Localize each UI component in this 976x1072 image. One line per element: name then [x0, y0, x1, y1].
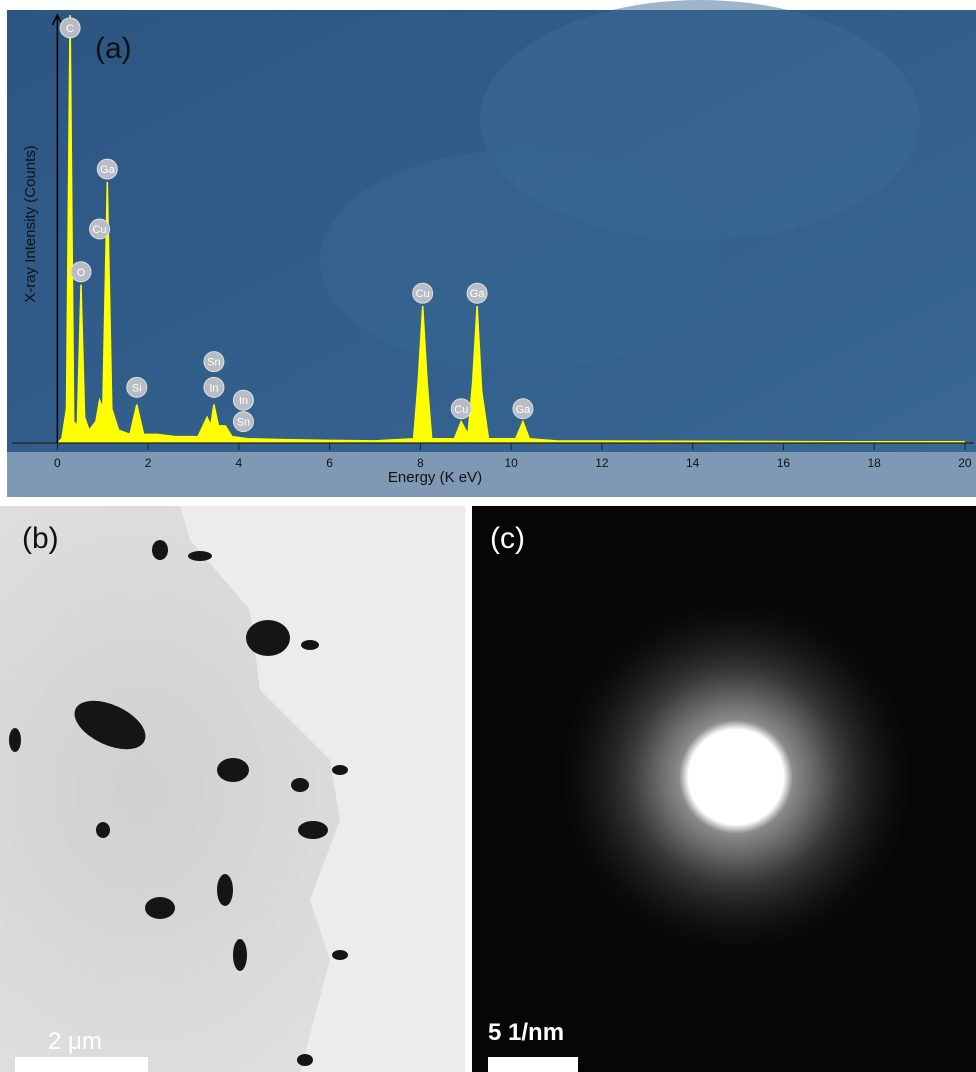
scale-bar-label: 5 1/nm — [488, 1019, 564, 1046]
peak-label: Sn — [237, 417, 250, 429]
peak-label: Cu — [416, 288, 430, 300]
peak-label: Si — [132, 382, 142, 394]
panel-label: (b) — [22, 522, 59, 555]
axis-strip — [7, 452, 976, 497]
x-tick-label: 18 — [867, 456, 881, 470]
texture — [320, 150, 720, 370]
peak-label: C — [66, 23, 74, 35]
x-tick-label: 16 — [777, 456, 791, 470]
figure: 0 2 4 6 8 10 12 14 16 18 20 C Ga Cu O Si Sn In In Sn Cu Ga Cu G… — [0, 0, 976, 1072]
x-tick-label: 4 — [236, 456, 243, 470]
peak-label: Cu — [454, 404, 468, 416]
peak-label: Sn — [207, 357, 220, 369]
x-tick-label: 20 — [958, 456, 972, 470]
x-tick-label: 0 — [54, 456, 61, 470]
peak-label: Cu — [93, 224, 107, 236]
x-tick-label: 12 — [595, 456, 609, 470]
peak-label: Ga — [100, 164, 116, 176]
peak-label: Ga — [516, 404, 532, 416]
peak-label: Ga — [470, 288, 486, 300]
peak-label: In — [209, 382, 218, 394]
x-axis-label: Energy (K eV) — [388, 469, 482, 486]
scale-bar-label: 2 μm — [48, 1028, 102, 1055]
peak-label: In — [239, 395, 248, 407]
x-tick-label: 14 — [686, 456, 700, 470]
scale-bar — [488, 1057, 578, 1072]
y-axis-label: X-ray Intensity (Counts) — [22, 145, 39, 303]
panel-label: (c) — [490, 522, 525, 555]
x-tick-label: 10 — [504, 456, 518, 470]
scale-bar — [15, 1057, 148, 1072]
peak-label: O — [77, 267, 86, 279]
central-beam — [709, 750, 763, 804]
panel-label: (a) — [95, 32, 132, 65]
x-tick-label: 2 — [145, 456, 152, 470]
x-tick-label: 8 — [417, 456, 424, 470]
x-tick-label: 6 — [326, 456, 333, 470]
